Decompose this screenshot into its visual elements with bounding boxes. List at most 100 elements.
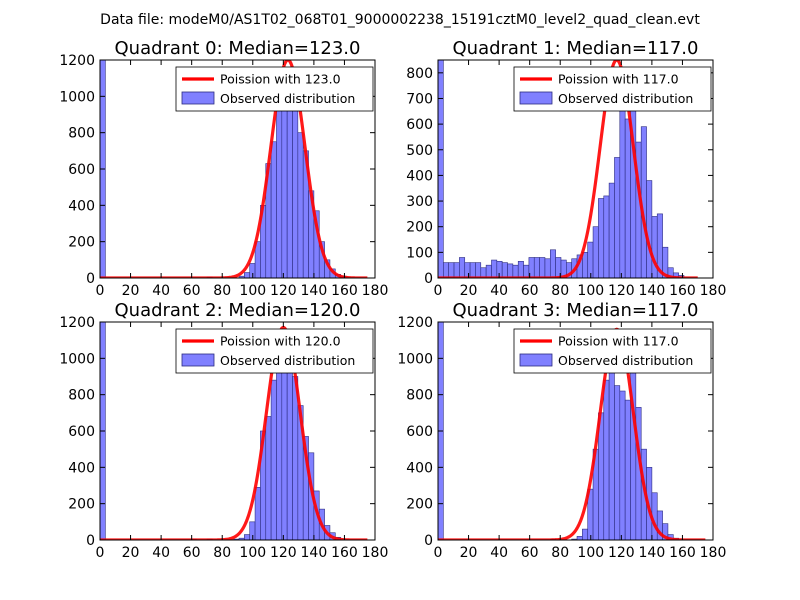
legend-label-poisson: Poission with 117.0: [558, 72, 679, 87]
poisson-curve: [100, 60, 369, 278]
hist-bar: [624, 399, 631, 540]
hist-bar: [592, 226, 599, 278]
x-tick-label: 0: [96, 545, 105, 561]
x-tick-label: 100: [577, 545, 604, 561]
panel-title: Quadrant 1: Median=117.0: [453, 38, 699, 59]
hist-bar: [656, 213, 663, 278]
x-tick-label: 80: [213, 283, 231, 299]
y-tick-label: 800: [406, 388, 433, 404]
legend: Poission with 123.0 Observed distribution: [175, 66, 374, 112]
y-tick-label: 1000: [397, 351, 433, 367]
hist-bar: [270, 379, 277, 540]
y-tick-label: 1200: [59, 53, 95, 69]
poisson-curve: [438, 327, 707, 540]
y-tick-label: 200: [68, 235, 95, 251]
y-tick-label: 200: [68, 497, 95, 513]
hist-bar: [297, 132, 304, 278]
x-tick-label: 120: [270, 283, 297, 299]
hist-bar: [576, 536, 583, 540]
legend: Poission with 117.0 Observed distribution: [513, 328, 712, 374]
panel-title: Quadrant 0: Median=123.0: [115, 38, 361, 59]
hist-bar: [453, 262, 460, 278]
y-tick-label: 700: [406, 91, 433, 107]
x-tick-label: 60: [183, 283, 201, 299]
hist-bar: [438, 60, 444, 278]
hist-bar: [475, 262, 482, 278]
hist-bar: [619, 98, 626, 278]
x-tick-label: 120: [270, 545, 297, 561]
hist-bar: [443, 262, 449, 278]
x-tick-label: 100: [239, 283, 266, 299]
hist-bar: [582, 528, 589, 540]
x-tick-label: 20: [122, 283, 140, 299]
x-tick-label: 180: [700, 283, 727, 299]
hist-bar: [608, 348, 615, 540]
quadrant-0-panel: Quadrant 0: Median=123.0 0 20 40 60 80 100 120 1…: [59, 38, 388, 299]
axes-frame: [437, 59, 714, 279]
hist-bar: [265, 416, 272, 540]
y-tick-label: 500: [406, 143, 433, 159]
panels: Quadrant 0: Median=123.00 20 40 60 80 100 120 1…: [59, 38, 726, 561]
hist-bar: [582, 252, 589, 278]
legend-bar-swatch: [519, 91, 553, 105]
hist-bar: [614, 157, 621, 278]
legend-label-poisson: Poission with 123.0: [220, 72, 341, 87]
x-tick-label: 40: [490, 283, 508, 299]
y-tick-label: 600: [406, 117, 433, 133]
hist-bar: [587, 241, 594, 278]
hist-bar: [549, 249, 556, 278]
y-tick-label: 200: [406, 497, 433, 513]
hist-bar: [539, 257, 546, 278]
hist-bar: [276, 370, 283, 540]
hist-bar: [292, 376, 299, 540]
hist-bar: [254, 487, 261, 540]
hist-bar: [603, 195, 610, 278]
hist-bar: [448, 262, 455, 278]
x-tick-label: 40: [152, 283, 170, 299]
hist-bar: [533, 257, 540, 278]
hist-bar: [292, 110, 299, 278]
legend-label-observed: Observed distribution: [220, 91, 355, 106]
y-tick-label: 600: [68, 162, 95, 178]
y-tick-label: 100: [406, 245, 433, 261]
x-tick-label: 160: [669, 283, 696, 299]
y-tick-label: 1000: [59, 89, 95, 105]
quadrant-2-panel: Quadrant 2: Median=120.00 20 40 60 80 100 120 1…: [59, 300, 388, 561]
hist-bar: [281, 358, 288, 540]
panel-title: Quadrant 2: Median=120.0: [115, 300, 361, 321]
hist-bar: [244, 534, 251, 540]
y-tick-label: 400: [68, 460, 95, 476]
x-tick-label: 140: [639, 283, 666, 299]
legend: Poission with 120.0 Observed distribution: [175, 328, 374, 374]
hist-bar: [491, 259, 498, 278]
x-tick-label: 80: [213, 545, 231, 561]
x-tick-label: 20: [460, 283, 478, 299]
hist-bar: [512, 264, 519, 278]
y-tick-label: 0: [86, 271, 95, 287]
x-tick-label: 140: [301, 545, 328, 561]
legend-bar-swatch: [181, 91, 215, 105]
hist-bar: [286, 96, 293, 278]
legend: Poission with 117.0 Observed distribution: [513, 66, 712, 112]
x-tick-label: 20: [122, 545, 140, 561]
hist-bar: [507, 263, 514, 278]
legend-bar-swatch: [181, 353, 215, 367]
x-tick-label: 80: [551, 545, 569, 561]
figure-title: Data file: modeM0/AS1T02_068T01_90000022…: [100, 12, 700, 28]
x-tick-label: 180: [362, 545, 389, 561]
hist-bar: [270, 141, 277, 278]
panel-title: Quadrant 3: Median=117.0: [453, 300, 699, 321]
legend-label-observed: Observed distribution: [558, 353, 693, 368]
x-tick-label: 140: [639, 545, 666, 561]
hist-bar: [544, 258, 551, 278]
hist-bar: [624, 118, 631, 278]
x-tick-label: 100: [239, 545, 266, 561]
x-tick-label: 60: [521, 283, 539, 299]
x-tick-label: 160: [669, 545, 696, 561]
hist-bar: [523, 264, 530, 278]
x-tick-label: 80: [551, 283, 569, 299]
y-tick-label: 600: [406, 424, 433, 440]
y-tick-label: 400: [68, 198, 95, 214]
y-tick-label: 0: [424, 533, 433, 549]
